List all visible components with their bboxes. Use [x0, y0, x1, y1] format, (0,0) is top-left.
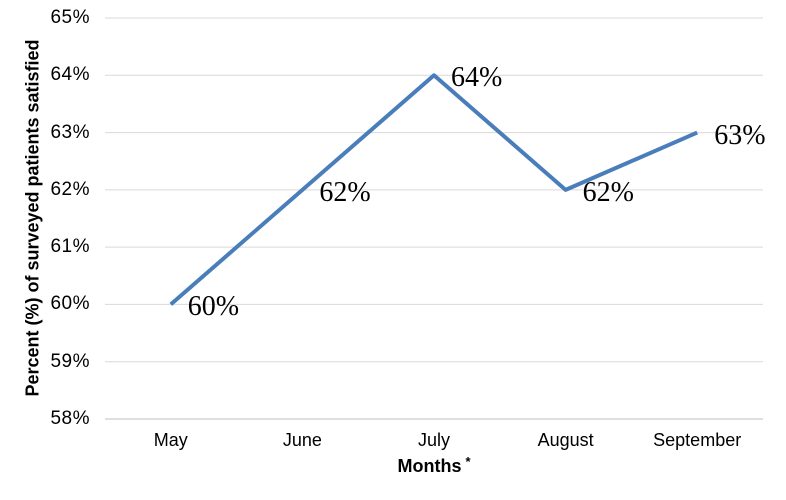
x-axis-title: Months *: [105, 454, 763, 477]
x-tick-label: September: [653, 430, 742, 450]
data-label: 60%: [187, 291, 240, 323]
y-tick-label: 61%: [50, 236, 90, 258]
x-tick-label: June: [282, 430, 322, 450]
y-tick-label: 65%: [50, 7, 90, 28]
data-label: 63%: [714, 119, 766, 151]
x-tick-label: May: [153, 430, 188, 450]
data-label: 62%: [319, 176, 371, 208]
y-tick-label: 63%: [50, 121, 90, 143]
x-axis-title-text: Months: [397, 456, 462, 476]
series-line: [169, 73, 698, 306]
y-tick-label: 58%: [50, 408, 90, 429]
x-tick-label: July: [417, 430, 450, 450]
x-tick-label: August: [537, 430, 594, 450]
data-label: 62%: [582, 176, 634, 208]
y-tick-label: 64%: [50, 64, 90, 86]
y-tick-label: 59%: [50, 350, 90, 372]
x-axis-title-asterisk: *: [465, 454, 471, 469]
y-axis-title-text: Percent (%) of surveyed patients satisfi…: [22, 39, 43, 397]
y-tick-label: 62%: [50, 178, 90, 200]
data-label: 64%: [451, 62, 503, 94]
y-tick-label: 60%: [50, 293, 90, 315]
